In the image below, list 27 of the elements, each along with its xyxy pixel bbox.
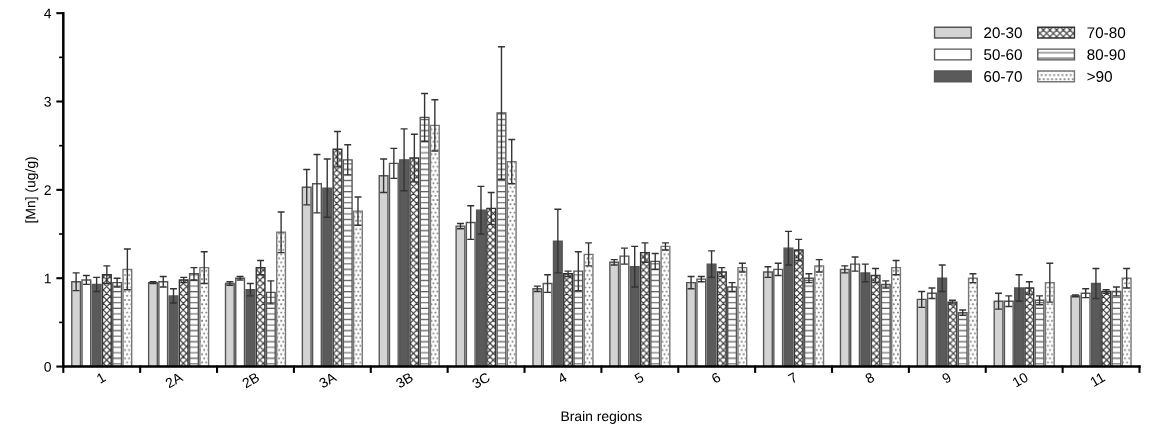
x-tick-label: 6	[710, 372, 722, 384]
x-tick-label: 11	[1089, 372, 1106, 387]
y-tick-label: 3	[44, 96, 51, 107]
legend-label: 50-60	[984, 49, 1022, 61]
x-tick-label: 7	[787, 372, 798, 384]
y-tick-label: 0	[44, 361, 51, 372]
x-tick-label: 3C	[471, 372, 491, 389]
legend-label: 60-70	[984, 71, 1022, 82]
x-tick-label: 8	[864, 372, 876, 384]
x-tick-label: 1	[96, 372, 107, 384]
y-tick-label: 1	[44, 273, 51, 284]
x-tick-label: 4	[556, 372, 568, 384]
x-tick-label: 2B	[241, 372, 260, 389]
legend-label: 20-30	[984, 27, 1022, 39]
x-tick-label: 9	[941, 372, 952, 384]
x-tick-label: 2A	[164, 371, 184, 389]
legend-label: 70-80	[1087, 27, 1126, 39]
x-tick-label: 10	[1011, 372, 1029, 388]
y-tick-label: 4	[44, 8, 52, 19]
legend-label: >90	[1087, 71, 1112, 82]
x-tick-label: 3B	[395, 372, 414, 389]
x-axis-title: Brain regions	[561, 410, 642, 424]
y-axis-title: [Mn] (ug/g)	[25, 157, 39, 223]
y-tick-label: 2	[44, 185, 51, 195]
x-tick-label: 3A	[318, 371, 338, 389]
x-tick-label: 5	[633, 372, 645, 384]
legend-label: 80-90	[1087, 49, 1126, 61]
